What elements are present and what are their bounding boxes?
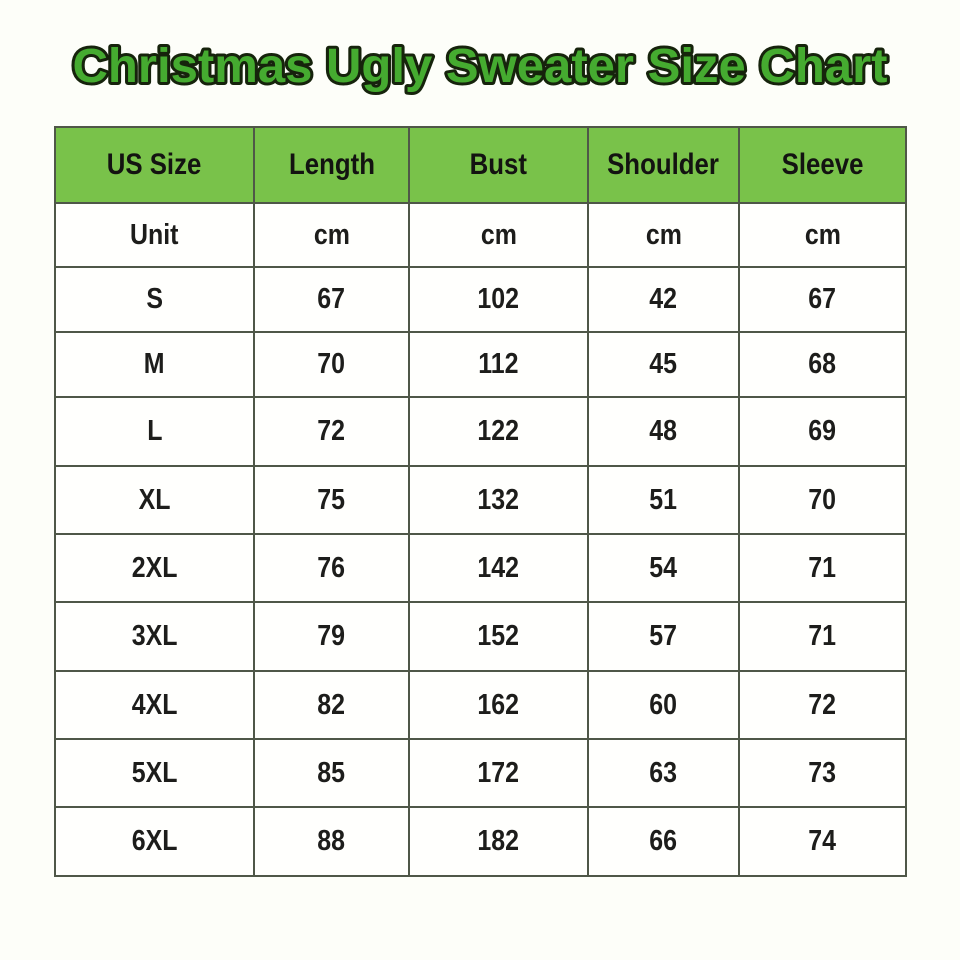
svg-text:Christmas Ugly Sweater Size Ch: Christmas Ugly Sweater Size Chart [73,40,888,93]
